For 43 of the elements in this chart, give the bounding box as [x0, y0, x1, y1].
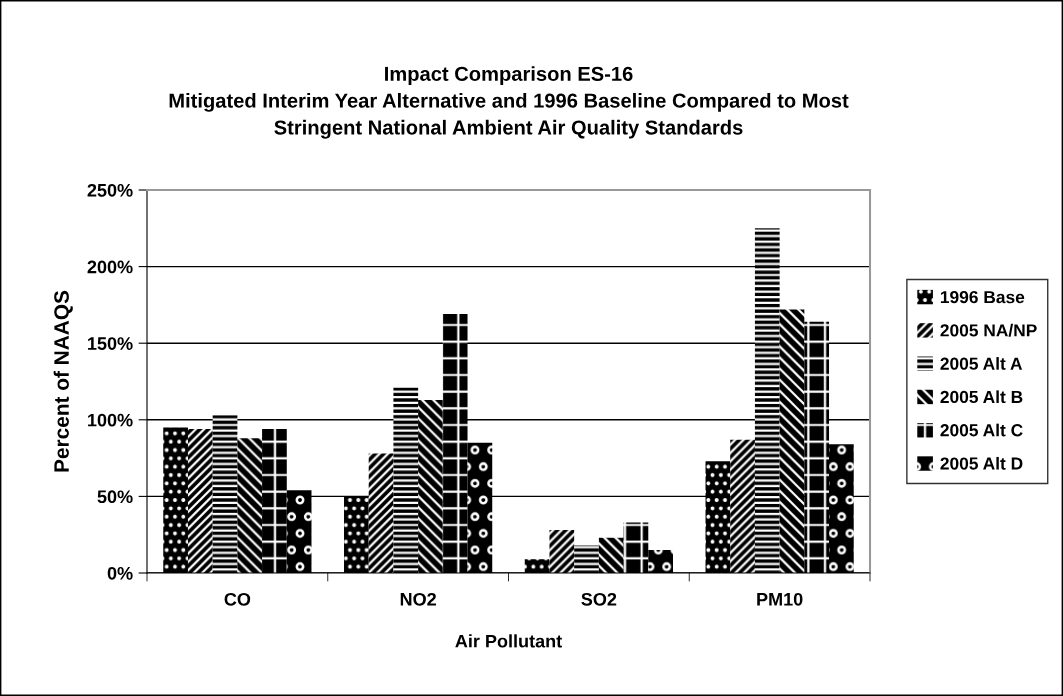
y-tick-label: 50%	[97, 490, 133, 504]
bar	[286, 490, 312, 573]
bar	[467, 442, 493, 573]
bar	[598, 537, 624, 573]
bar	[212, 415, 238, 573]
y-tick-label: 250%	[87, 183, 133, 197]
x-tick-label: NO2	[400, 592, 436, 606]
bar	[187, 428, 213, 573]
legend-label: 1996 Base	[940, 290, 1025, 304]
bar	[730, 439, 755, 573]
bar	[574, 545, 599, 573]
legend-label: 2005 Alt B	[940, 390, 1023, 404]
bar	[648, 550, 673, 573]
bar	[804, 321, 830, 573]
bar	[262, 428, 287, 573]
legend-label: 2005 NA/NP	[940, 323, 1037, 337]
x-tick-label: PM10	[757, 592, 803, 606]
bar	[705, 461, 731, 573]
x-tick-label: SO2	[581, 592, 617, 606]
bar	[779, 309, 805, 573]
legend-label: 2005 Alt A	[940, 357, 1023, 370]
bar	[524, 559, 550, 573]
bar	[754, 228, 780, 573]
y-tick-label: 100%	[88, 413, 133, 427]
bar	[368, 453, 394, 573]
bar	[829, 444, 854, 573]
bar	[418, 399, 443, 573]
bar	[623, 522, 649, 573]
y-tick-label: 150%	[88, 337, 133, 350]
x-axis-title: Air Pollutant	[455, 634, 562, 648]
x-tick-label: CO	[224, 592, 251, 606]
legend-label: 2005 Alt C	[940, 423, 1023, 437]
y-tick-label: 200%	[87, 260, 133, 274]
legend-label: 2005 Alt D	[940, 456, 1023, 470]
y-tick-label: 0%	[107, 566, 133, 580]
bar	[549, 530, 575, 573]
bar	[237, 438, 263, 573]
bar	[442, 314, 468, 573]
bar	[163, 427, 188, 573]
chart-title: Impact Comparison ES-16 Mitigated Interim Year Alternative and 1996 Baseline Compared to Most Stringent National Ambient Air Quality Standards	[169, 66, 849, 139]
bar	[393, 387, 419, 573]
bar	[344, 496, 369, 573]
y-axis-title: Percent of NAAQS	[53, 290, 73, 472]
